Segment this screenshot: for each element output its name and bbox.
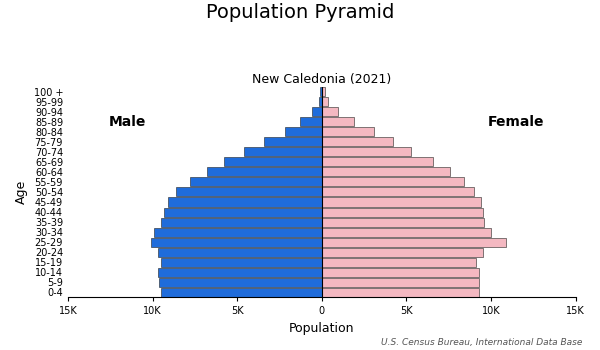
Bar — [322, 97, 328, 106]
Bar — [164, 208, 322, 217]
Bar — [322, 127, 374, 136]
Bar — [161, 218, 322, 226]
Bar — [154, 228, 322, 237]
Bar — [322, 137, 393, 146]
Bar — [190, 177, 322, 187]
Text: Female: Female — [488, 115, 545, 129]
Bar — [168, 197, 322, 206]
Bar — [322, 218, 484, 226]
Bar — [322, 238, 506, 247]
Bar — [322, 288, 479, 297]
Bar — [319, 97, 322, 106]
Bar — [322, 268, 479, 277]
Text: Population Pyramid: Population Pyramid — [206, 4, 394, 22]
Bar — [300, 117, 322, 126]
Bar — [322, 157, 433, 166]
Bar — [322, 188, 474, 196]
Bar — [313, 107, 322, 116]
Bar — [322, 117, 354, 126]
Bar — [160, 278, 322, 287]
Bar — [158, 248, 322, 257]
Bar — [322, 278, 479, 287]
Bar — [322, 208, 482, 217]
Bar — [322, 177, 464, 187]
Bar — [151, 238, 322, 247]
Bar — [322, 248, 482, 257]
Bar — [320, 87, 322, 96]
Bar — [264, 137, 322, 146]
Text: Male: Male — [109, 115, 146, 129]
Bar — [322, 147, 412, 156]
Bar — [322, 258, 476, 267]
Bar — [322, 197, 481, 206]
Bar — [284, 127, 322, 136]
Bar — [322, 167, 451, 176]
Bar — [206, 167, 322, 176]
Bar — [322, 107, 338, 116]
X-axis label: Population: Population — [289, 322, 355, 335]
Bar — [176, 188, 322, 196]
Y-axis label: Age: Age — [15, 180, 28, 204]
Bar — [322, 228, 491, 237]
Bar — [244, 147, 322, 156]
Bar — [224, 157, 322, 166]
Text: U.S. Census Bureau, International Data Base: U.S. Census Bureau, International Data B… — [380, 337, 582, 346]
Bar — [158, 268, 322, 277]
Bar — [161, 288, 322, 297]
Bar — [161, 258, 322, 267]
Title: New Caledonia (2021): New Caledonia (2021) — [252, 74, 391, 86]
Bar — [322, 87, 325, 96]
